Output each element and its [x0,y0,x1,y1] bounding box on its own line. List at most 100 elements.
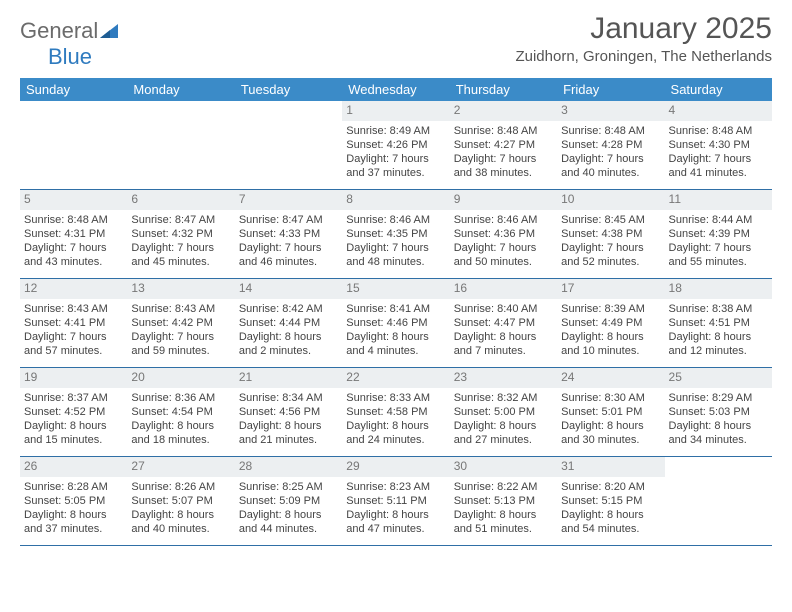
day-details: Sunrise: 8:46 AMSunset: 4:35 PMDaylight:… [346,213,445,270]
day-cell: 22Sunrise: 8:33 AMSunset: 4:58 PMDayligh… [342,368,449,456]
day-details: Sunrise: 8:48 AMSunset: 4:27 PMDaylight:… [454,124,553,181]
dow-tue: Tuesday [235,78,342,101]
day-number: 25 [665,368,772,388]
day-cell [127,101,234,189]
week-row: 1 Sunrise: 8:49 AMSunset: 4:26 PMDaylight… [20,101,772,190]
day-details: Sunrise: 8:22 AMSunset: 5:13 PMDaylight:… [454,480,553,537]
logo-text-general: General [20,18,98,43]
day-cell: 15Sunrise: 8:41 AMSunset: 4:46 PMDayligh… [342,279,449,367]
day-number: 31 [557,457,664,477]
day-number: 8 [342,190,449,210]
week-row: 5 Sunrise: 8:48 AMSunset: 4:31 PMDaylight… [20,190,772,279]
title-block: January 2025 Zuidhorn, Groningen, The Ne… [515,12,772,65]
day-details: Sunrise: 8:38 AMSunset: 4:51 PMDaylight:… [669,302,768,359]
day-details: Sunrise: 8:48 AMSunset: 4:31 PMDaylight:… [24,213,123,270]
day-details: Sunrise: 8:48 AMSunset: 4:30 PMDaylight:… [669,124,768,181]
day-number: 5 [20,190,127,210]
day-details: Sunrise: 8:25 AMSunset: 5:09 PMDaylight:… [239,480,338,537]
day-cell: 29 Sunrise: 8:23 AMSunset: 5:11 PMDayligh… [342,457,449,545]
day-cell: 12Sunrise: 8:43 AMSunset: 4:41 PMDayligh… [20,279,127,367]
day-number: 16 [450,279,557,299]
day-cell [20,101,127,189]
day-details: Sunrise: 8:23 AMSunset: 5:11 PMDaylight:… [346,480,445,537]
day-details: Sunrise: 8:47 AMSunset: 4:32 PMDaylight:… [131,213,230,270]
day-number: 9 [450,190,557,210]
week-row: 19 Sunrise: 8:37 AMSunset: 4:52 PMDayligh… [20,368,772,457]
day-number: 1 [342,101,449,121]
day-number: 19 [20,368,127,388]
dow-thu: Thursday [450,78,557,101]
day-details: Sunrise: 8:49 AMSunset: 4:26 PMDaylight:… [346,124,445,181]
day-number: 24 [557,368,664,388]
dow-sun: Sunday [20,78,127,101]
day-cell: 27 Sunrise: 8:26 AMSunset: 5:07 PMDayligh… [127,457,234,545]
day-details: Sunrise: 8:26 AMSunset: 5:07 PMDaylight:… [131,480,230,537]
day-cell: 19 Sunrise: 8:37 AMSunset: 4:52 PMDayligh… [20,368,127,456]
dow-wed: Wednesday [342,78,449,101]
day-number: 13 [127,279,234,299]
day-number: 12 [20,279,127,299]
day-cell: 24Sunrise: 8:30 AMSunset: 5:01 PMDayligh… [557,368,664,456]
day-cell: 1 Sunrise: 8:49 AMSunset: 4:26 PMDaylight… [342,101,449,189]
day-number: 15 [342,279,449,299]
dow-fri: Friday [557,78,664,101]
day-details: Sunrise: 8:47 AMSunset: 4:33 PMDaylight:… [239,213,338,270]
day-number: 6 [127,190,234,210]
day-number: 18 [665,279,772,299]
day-details: Sunrise: 8:20 AMSunset: 5:15 PMDaylight:… [561,480,660,537]
day-cell: 23Sunrise: 8:32 AMSunset: 5:00 PMDayligh… [450,368,557,456]
logo: General Blue [20,18,118,70]
day-cell: 6 Sunrise: 8:47 AMSunset: 4:32 PMDaylight… [127,190,234,278]
day-cell: 13 Sunrise: 8:43 AMSunset: 4:42 PMDayligh… [127,279,234,367]
day-details: Sunrise: 8:43 AMSunset: 4:42 PMDaylight:… [131,302,230,359]
day-number: 29 [342,457,449,477]
day-number: 21 [235,368,342,388]
day-details: Sunrise: 8:40 AMSunset: 4:47 PMDaylight:… [454,302,553,359]
dow-sat: Saturday [665,78,772,101]
day-number: 26 [20,457,127,477]
day-cell [665,457,772,545]
page-title: January 2025 [515,12,772,46]
day-details: Sunrise: 8:45 AMSunset: 4:38 PMDaylight:… [561,213,660,270]
day-cell: 25 Sunrise: 8:29 AMSunset: 5:03 PMDayligh… [665,368,772,456]
day-cell: 17 Sunrise: 8:39 AMSunset: 4:49 PMDayligh… [557,279,664,367]
day-number: 7 [235,190,342,210]
header: General Blue January 2025 Zuidhorn, Gron… [20,12,772,70]
day-cell: 18 Sunrise: 8:38 AMSunset: 4:51 PMDayligh… [665,279,772,367]
day-number: 22 [342,368,449,388]
calendar: Sunday Monday Tuesday Wednesday Thursday… [20,78,772,546]
day-cell [235,101,342,189]
day-cell: 11 Sunrise: 8:44 AMSunset: 4:39 PMDayligh… [665,190,772,278]
day-details: Sunrise: 8:34 AMSunset: 4:56 PMDaylight:… [239,391,338,448]
day-details: Sunrise: 8:42 AMSunset: 4:44 PMDaylight:… [239,302,338,359]
calendar-page: General Blue January 2025 Zuidhorn, Gron… [0,0,792,612]
day-cell: 7 Sunrise: 8:47 AMSunset: 4:33 PMDaylight… [235,190,342,278]
day-details: Sunrise: 8:29 AMSunset: 5:03 PMDaylight:… [669,391,768,448]
day-number: 10 [557,190,664,210]
day-number: 11 [665,190,772,210]
day-number: 17 [557,279,664,299]
day-details: Sunrise: 8:37 AMSunset: 4:52 PMDaylight:… [24,391,123,448]
day-number: 28 [235,457,342,477]
day-number: 4 [665,101,772,121]
day-cell: 14 Sunrise: 8:42 AMSunset: 4:44 PMDayligh… [235,279,342,367]
day-number: 2 [450,101,557,121]
day-cell: 21 Sunrise: 8:34 AMSunset: 4:56 PMDayligh… [235,368,342,456]
day-details: Sunrise: 8:44 AMSunset: 4:39 PMDaylight:… [669,213,768,270]
day-details: Sunrise: 8:28 AMSunset: 5:05 PMDaylight:… [24,480,123,537]
day-cell: 28 Sunrise: 8:25 AMSunset: 5:09 PMDayligh… [235,457,342,545]
day-number: 20 [127,368,234,388]
day-number: 27 [127,457,234,477]
day-number: 14 [235,279,342,299]
day-cell: 5 Sunrise: 8:48 AMSunset: 4:31 PMDaylight… [20,190,127,278]
day-cell: 9Sunrise: 8:46 AMSunset: 4:36 PMDaylight… [450,190,557,278]
day-cell: 8 Sunrise: 8:46 AMSunset: 4:35 PMDaylight… [342,190,449,278]
weeks-container: 1 Sunrise: 8:49 AMSunset: 4:26 PMDaylight… [20,101,772,546]
day-number: 30 [450,457,557,477]
week-row: 26 Sunrise: 8:28 AMSunset: 5:05 PMDayligh… [20,457,772,546]
dow-header: Sunday Monday Tuesday Wednesday Thursday… [20,78,772,101]
day-details: Sunrise: 8:36 AMSunset: 4:54 PMDaylight:… [131,391,230,448]
day-cell: 20 Sunrise: 8:36 AMSunset: 4:54 PMDayligh… [127,368,234,456]
logo-triangle-icon [100,18,118,44]
day-details: Sunrise: 8:39 AMSunset: 4:49 PMDaylight:… [561,302,660,359]
